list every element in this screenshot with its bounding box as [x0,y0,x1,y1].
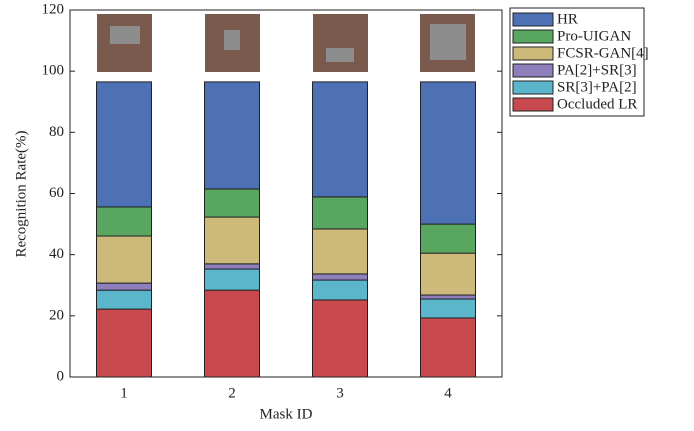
y-tick-label: 80 [49,124,64,140]
bar-segment [204,263,260,270]
bar-segment [420,298,476,319]
mask-patch [224,30,240,50]
legend-label: HR [557,11,578,27]
bar-segment [312,228,368,275]
bar-segment [312,273,368,281]
y-tick-label: 20 [49,307,64,323]
legend-label: SR[3]+PA[2] [557,79,637,95]
bar-segment [420,294,476,300]
legend-label: Occluded LR [557,96,637,112]
y-tick-label: 120 [42,1,65,17]
bar-segment [204,289,260,378]
x-axis-label: Mask ID [260,406,313,422]
bar-segment [96,235,152,284]
bar-segment [312,299,368,378]
legend-swatch [512,80,554,95]
y-axis-label: Recognition Rate(%) [13,130,29,257]
x-tick-label: 4 [444,385,452,401]
bar-segment [96,206,152,237]
bar-segment [312,81,368,198]
bar-segment [96,81,152,208]
bar-segment [420,317,476,378]
legend-swatch [512,97,554,112]
y-tick-label: 100 [42,63,65,79]
legend-swatch [512,12,554,27]
legend-label: PA[2]+SR[3] [557,62,637,78]
bar-segment [420,81,476,225]
face-image [313,14,368,72]
bar-segment [96,282,152,291]
bar-segment [96,289,152,310]
legend-label: FCSR-GAN[4] [557,45,649,61]
y-tick-label: 0 [57,368,65,384]
x-tick-label: 3 [336,385,344,401]
legend-swatch [512,29,554,44]
x-tick-label: 1 [120,385,128,401]
bar-segment [312,196,368,230]
bar-segment [96,308,152,378]
bar-segment [204,216,260,265]
legend-swatch [512,63,554,78]
bar-segment [420,223,476,254]
bar-segment [204,81,260,190]
bar-segment [204,188,260,218]
legend-label: Pro-UIGAN [557,28,631,44]
bar-segment [312,279,368,301]
mask-patch [110,26,140,44]
y-tick-label: 40 [49,246,64,262]
bar-segment [420,252,476,296]
mask-patch [326,48,354,62]
legend-swatch [512,46,554,61]
y-tick-label: 60 [49,185,64,201]
mask-patch [430,24,466,60]
x-tick-label: 2 [228,385,236,401]
bar-segment [204,268,260,291]
face-thumbnails [97,14,475,72]
